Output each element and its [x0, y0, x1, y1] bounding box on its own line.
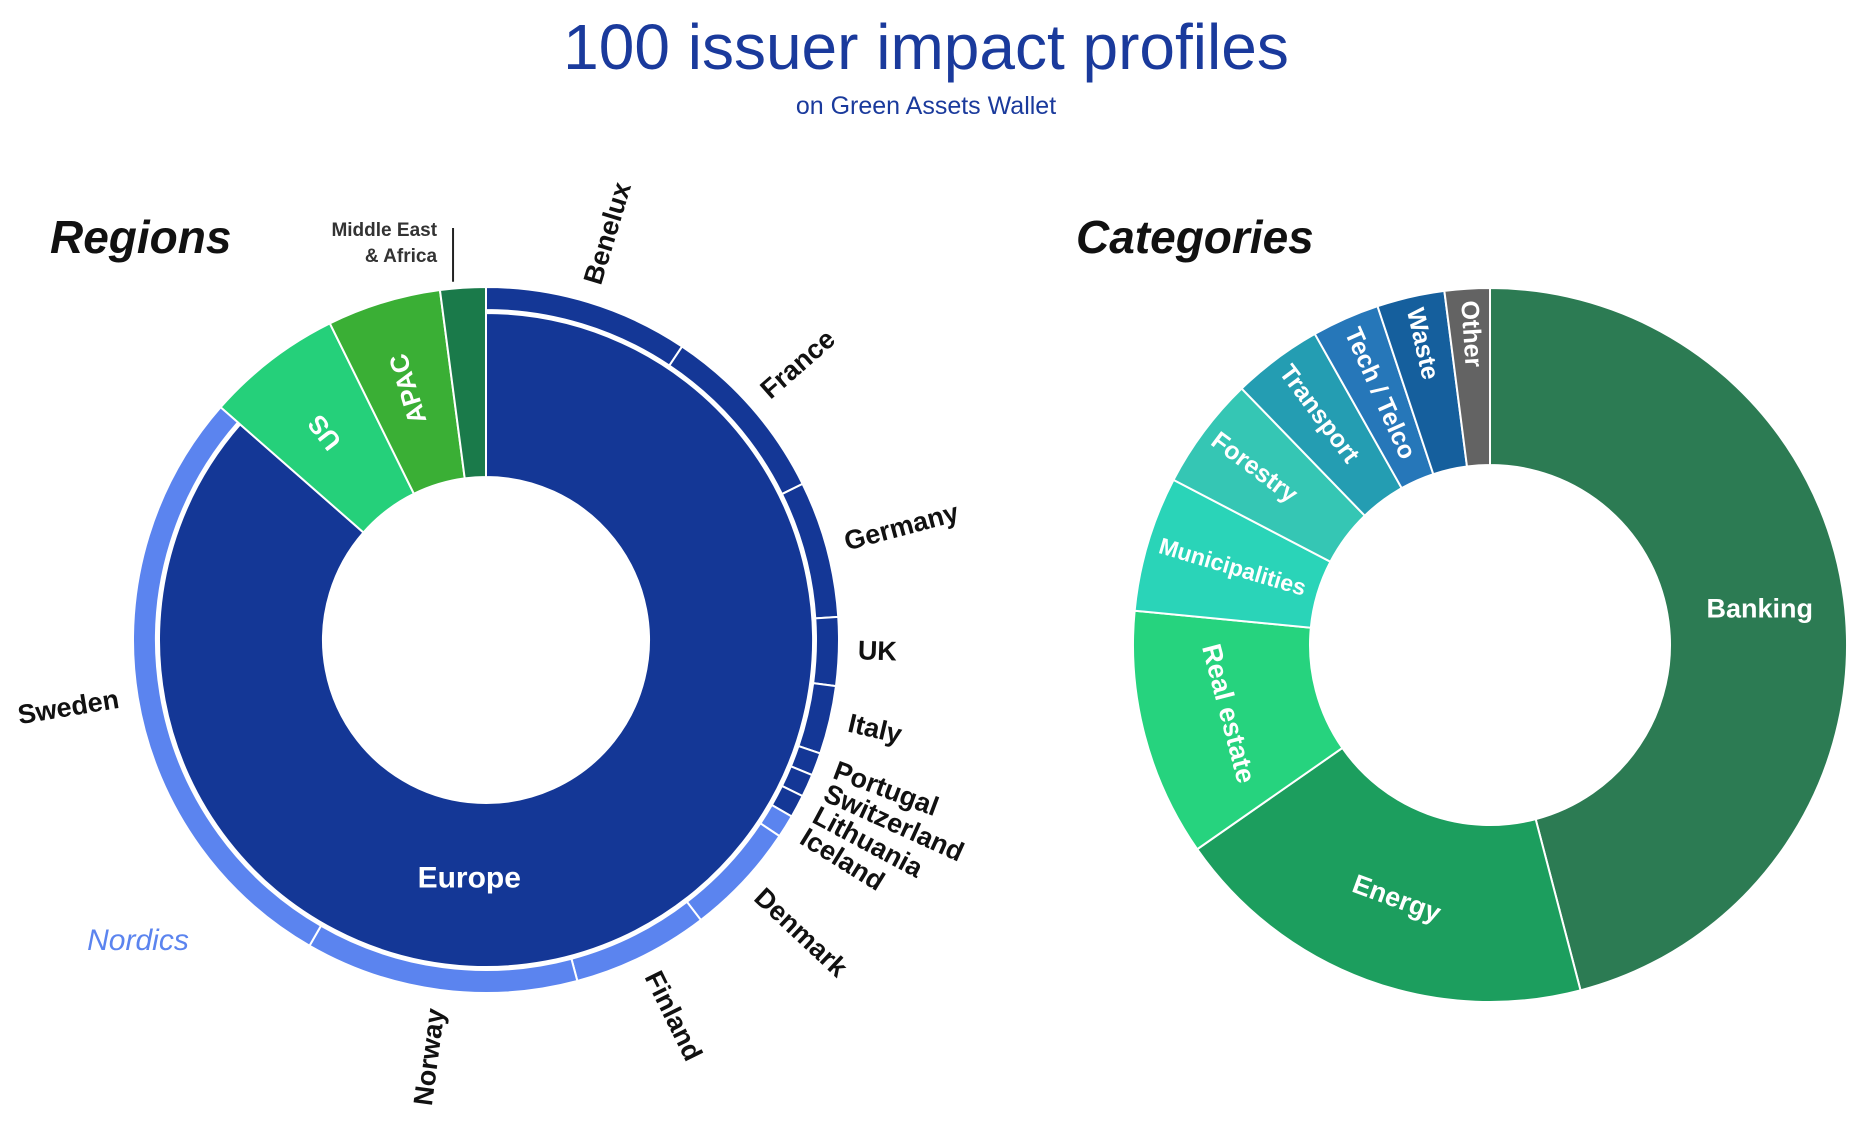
country-slice-uk [812, 615, 840, 688]
country-label-denmark: Denmark [749, 882, 855, 984]
nordics-group-label: Nordics [87, 924, 189, 957]
country-label-italy: Italy [845, 708, 904, 749]
country-label-finland: Finland [639, 966, 708, 1065]
country-label-benelux: Benelux [578, 179, 637, 288]
country-label-sweden: Sweden [16, 684, 122, 730]
region-label-middle-east-africa-line2: & Africa [365, 246, 438, 267]
country-slice-sweden [132, 405, 323, 948]
region-slice-europe [158, 311, 814, 968]
category-label-other: Other [1455, 300, 1487, 369]
country-label-france: France [755, 324, 841, 405]
country-label-norway: Norway [408, 1007, 450, 1108]
country-label-germany: Germany [841, 497, 962, 556]
categories-chart-title: Categories [1076, 211, 1314, 263]
category-label-banking: Banking [1707, 593, 1814, 623]
chart-subtitle: on Green Assets Wallet [795, 92, 1057, 120]
region-label-europe: Europe [418, 861, 521, 894]
region-label-middle-east-africa: Middle East [331, 220, 437, 241]
regions-chart-title: Regions [50, 211, 232, 263]
region-slice-middle-east-africa [438, 285, 487, 480]
category-slice-other [1443, 286, 1491, 468]
category-slice-energy [1195, 746, 1582, 1003]
chart-title: 100 issuer impact profiles [563, 11, 1289, 83]
country-label-uk: UK [857, 635, 897, 666]
category-slice-banking [1489, 286, 1848, 992]
